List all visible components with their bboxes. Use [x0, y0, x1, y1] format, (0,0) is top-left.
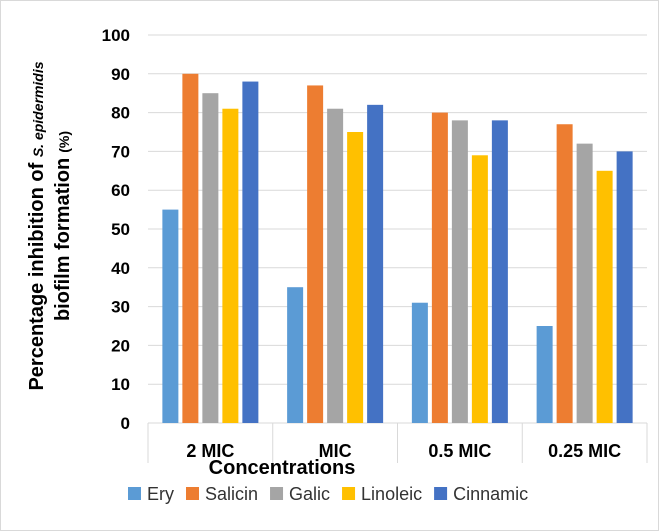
legend-label-salicin: Salicin: [205, 484, 258, 504]
legend-swatch-ery: [128, 487, 141, 500]
y-axis-title: Percentage inhibition of S. epidermidis …: [26, 61, 74, 390]
y-axis-title-prefix: Percentage inhibition of: [26, 157, 48, 390]
y-tick-label: 70: [111, 142, 130, 161]
bar-ery-0-25-mic: [536, 326, 553, 423]
bar-salicin-mic: [307, 85, 324, 423]
x-category-labels: 2 MIC MIC 0.5 MIC 0.25 MIC: [147, 423, 648, 463]
y-tick-label: 80: [111, 104, 130, 123]
svg-text:biofilm formation(%): biofilm formation (%): [52, 131, 74, 321]
legend-swatch-linoleic: [342, 487, 356, 500]
y-axis-title-main: biofilm formation: [52, 158, 74, 321]
y-tick-label: 0: [121, 414, 130, 433]
legend-label-ery: Ery: [147, 484, 174, 504]
x-tick-label: MIC: [319, 441, 352, 461]
legend-label-galic: Galic: [289, 484, 330, 504]
y-tick-label: 20: [111, 336, 130, 355]
x-tick-label: 0.5 MIC: [428, 441, 491, 461]
bar-linoleic-0-25-mic: [596, 170, 613, 423]
y-tick-label: 40: [111, 259, 130, 278]
bar-ery-mic: [287, 287, 304, 423]
bar-salicin-0-5-mic: [431, 112, 448, 423]
svg-text:Percentage inhibition of S. ep: Percentage inhibition of S. epidermidis: [26, 61, 48, 390]
bar-cinnamic-0-5-mic: [491, 120, 508, 424]
x-tick-label: 2 MIC: [186, 441, 234, 461]
bar-linoleic-mic: [347, 132, 364, 423]
bar-salicin-2-mic: [182, 73, 199, 424]
bar-galic-0-5-mic: [451, 120, 468, 424]
bar-salicin-0-25-mic: [556, 124, 573, 424]
y-tick-label: 90: [111, 65, 130, 84]
bar-cinnamic-0-25-mic: [616, 151, 633, 423]
bar-galic-mic: [327, 108, 344, 423]
y-axis-title-species: S. epidermidis: [30, 61, 46, 157]
bar-linoleic-0-5-mic: [471, 155, 488, 423]
bars: [162, 73, 633, 424]
bar-ery-2-mic: [162, 209, 179, 423]
y-tick-label: 60: [111, 181, 130, 200]
legend: Ery Salicin Galic Linoleic Cinnamic: [128, 484, 528, 504]
bar-cinnamic-mic: [367, 104, 384, 423]
legend-swatch-cinnamic: [434, 487, 448, 500]
legend-swatch-galic: [270, 487, 284, 500]
bar-cinnamic-2-mic: [242, 81, 259, 423]
y-tick-label: 10: [111, 375, 130, 394]
y-tick-labels: 0 10 20 30 40 50 60 70 80 90 100: [102, 26, 130, 433]
legend-label-linoleic: Linoleic: [361, 484, 422, 504]
legend-swatch-salicin: [186, 487, 199, 500]
x-tick-label: 0.25 MIC: [548, 441, 621, 461]
bar-galic-0-25-mic: [576, 143, 593, 423]
bar-linoleic-2-mic: [222, 108, 239, 423]
legend-label-cinnamic: Cinnamic: [453, 484, 528, 504]
y-tick-label: 100: [102, 26, 130, 45]
x-axis-title: Concentrations: [209, 457, 356, 479]
y-tick-label: 30: [111, 298, 130, 317]
y-axis-title-unit: (%): [56, 131, 72, 153]
bar-galic-2-mic: [202, 93, 219, 423]
y-tick-label: 50: [111, 220, 130, 239]
bar-ery-0-5-mic: [411, 302, 428, 423]
